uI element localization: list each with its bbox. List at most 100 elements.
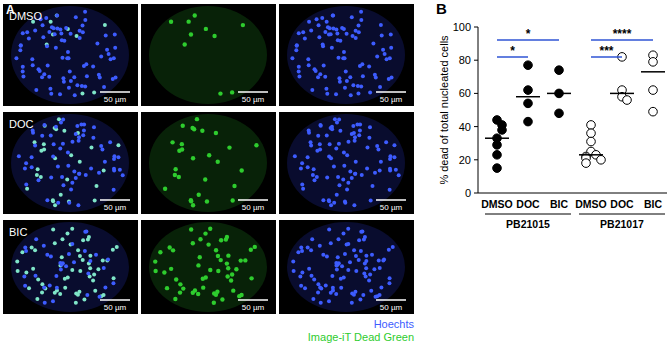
cell [86, 271, 90, 275]
cell [328, 142, 332, 146]
cell [53, 203, 57, 207]
cell [389, 32, 393, 36]
cell [225, 274, 229, 278]
scale-bar-label: 50 µm [104, 303, 127, 312]
micrograph: 50 µm [141, 112, 276, 214]
cell [208, 268, 212, 272]
cell [55, 14, 59, 18]
cell [30, 155, 34, 159]
cell [204, 275, 208, 279]
scale-bar [238, 91, 268, 93]
cell [360, 173, 364, 177]
cell [327, 198, 331, 202]
scale-bar [238, 299, 268, 301]
cell [171, 248, 175, 252]
cell [325, 20, 329, 24]
cell [329, 32, 333, 36]
y-tick-label: 60 [459, 87, 471, 99]
category-label: BIC [550, 198, 569, 210]
plot-marks [485, 51, 665, 172]
cell [323, 30, 327, 34]
micrograph: 50 µmDMSO [3, 4, 138, 106]
cell [351, 124, 355, 128]
cell [55, 13, 59, 17]
cell [99, 144, 103, 148]
cell [67, 201, 71, 205]
cell [49, 133, 53, 137]
cell [60, 237, 64, 241]
cell [47, 30, 51, 34]
cell [34, 237, 38, 241]
cell [341, 56, 345, 60]
scale-bar [100, 91, 130, 93]
cell [387, 248, 391, 252]
cell [77, 172, 81, 176]
cell [249, 248, 253, 252]
cell [204, 27, 208, 31]
cell [203, 177, 207, 181]
cell [108, 140, 112, 144]
data-point [498, 126, 507, 135]
cell [374, 295, 378, 299]
cell [224, 237, 228, 241]
cell [353, 290, 357, 294]
image-frame [141, 4, 276, 106]
cell [112, 168, 116, 172]
cell [294, 48, 298, 52]
cell [178, 290, 182, 294]
channel-legend: Image-iT Dead Green [308, 331, 414, 343]
cell [346, 268, 350, 272]
image-frame [3, 4, 138, 106]
cell [313, 178, 317, 182]
cell [318, 123, 322, 127]
data-point [587, 121, 596, 130]
cell [340, 264, 344, 268]
cell [325, 255, 329, 259]
cell [212, 301, 216, 305]
cell [379, 285, 383, 289]
cell [309, 28, 313, 32]
cell [112, 157, 116, 161]
cell [330, 125, 334, 129]
cell [83, 85, 87, 89]
cell [198, 237, 202, 241]
cell [83, 249, 87, 253]
cell [68, 69, 72, 73]
cell [357, 133, 361, 137]
cell [33, 144, 37, 148]
cell [27, 286, 31, 290]
scale-bar [376, 199, 406, 201]
cell [207, 153, 211, 157]
cell [303, 286, 307, 290]
cell [70, 227, 74, 231]
scale-bar [376, 91, 406, 93]
cell [381, 48, 385, 52]
cell [339, 286, 343, 290]
cell [116, 143, 120, 147]
cell [196, 292, 200, 296]
cell [72, 75, 76, 79]
cell [318, 244, 322, 248]
cell [178, 282, 182, 286]
cell [169, 267, 173, 271]
cell [335, 268, 339, 272]
cell [364, 254, 368, 258]
cell [234, 267, 238, 271]
cell [297, 31, 301, 35]
cell [318, 142, 322, 146]
data-point [582, 159, 591, 168]
cell [15, 260, 19, 264]
cell [54, 274, 58, 278]
cell [88, 266, 92, 270]
cell [364, 266, 368, 270]
cell [336, 38, 340, 42]
y-tick [474, 193, 478, 194]
cell [306, 245, 310, 249]
y-tick-label: 80 [459, 54, 471, 66]
organoid [149, 222, 267, 312]
cell [80, 84, 84, 88]
cell [76, 248, 80, 252]
channel-legend: Hoechts [374, 318, 415, 330]
cell [81, 24, 85, 28]
cell [334, 27, 338, 31]
